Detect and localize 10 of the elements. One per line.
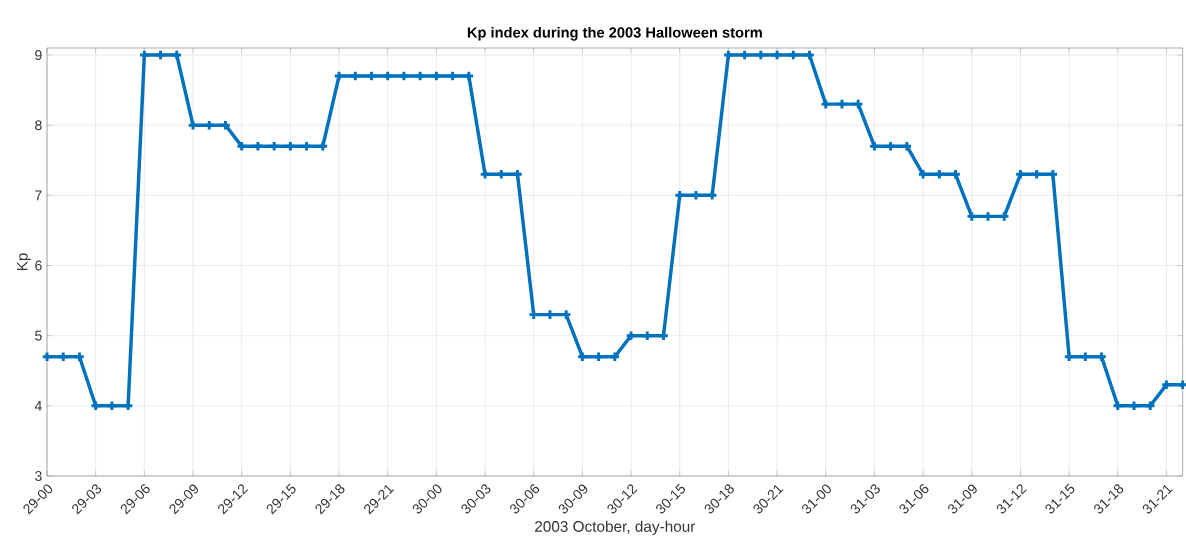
chart-title: Kp index during the 2003 Halloween storm (467, 26, 762, 41)
y-tick-label: 5 (35, 330, 42, 341)
y-tick-label: 4 (34, 401, 42, 411)
y-tick-label: 7 (35, 190, 42, 201)
y-tick-label: 3 (35, 471, 42, 481)
y-tick-label: 8 (35, 120, 42, 131)
x-axis-title: 2003 October, day-hour (535, 520, 696, 535)
y-tick-label: 6 (35, 260, 42, 271)
y-axis-title: Kp (16, 253, 31, 271)
y-tick-label: 9 (35, 50, 42, 60)
